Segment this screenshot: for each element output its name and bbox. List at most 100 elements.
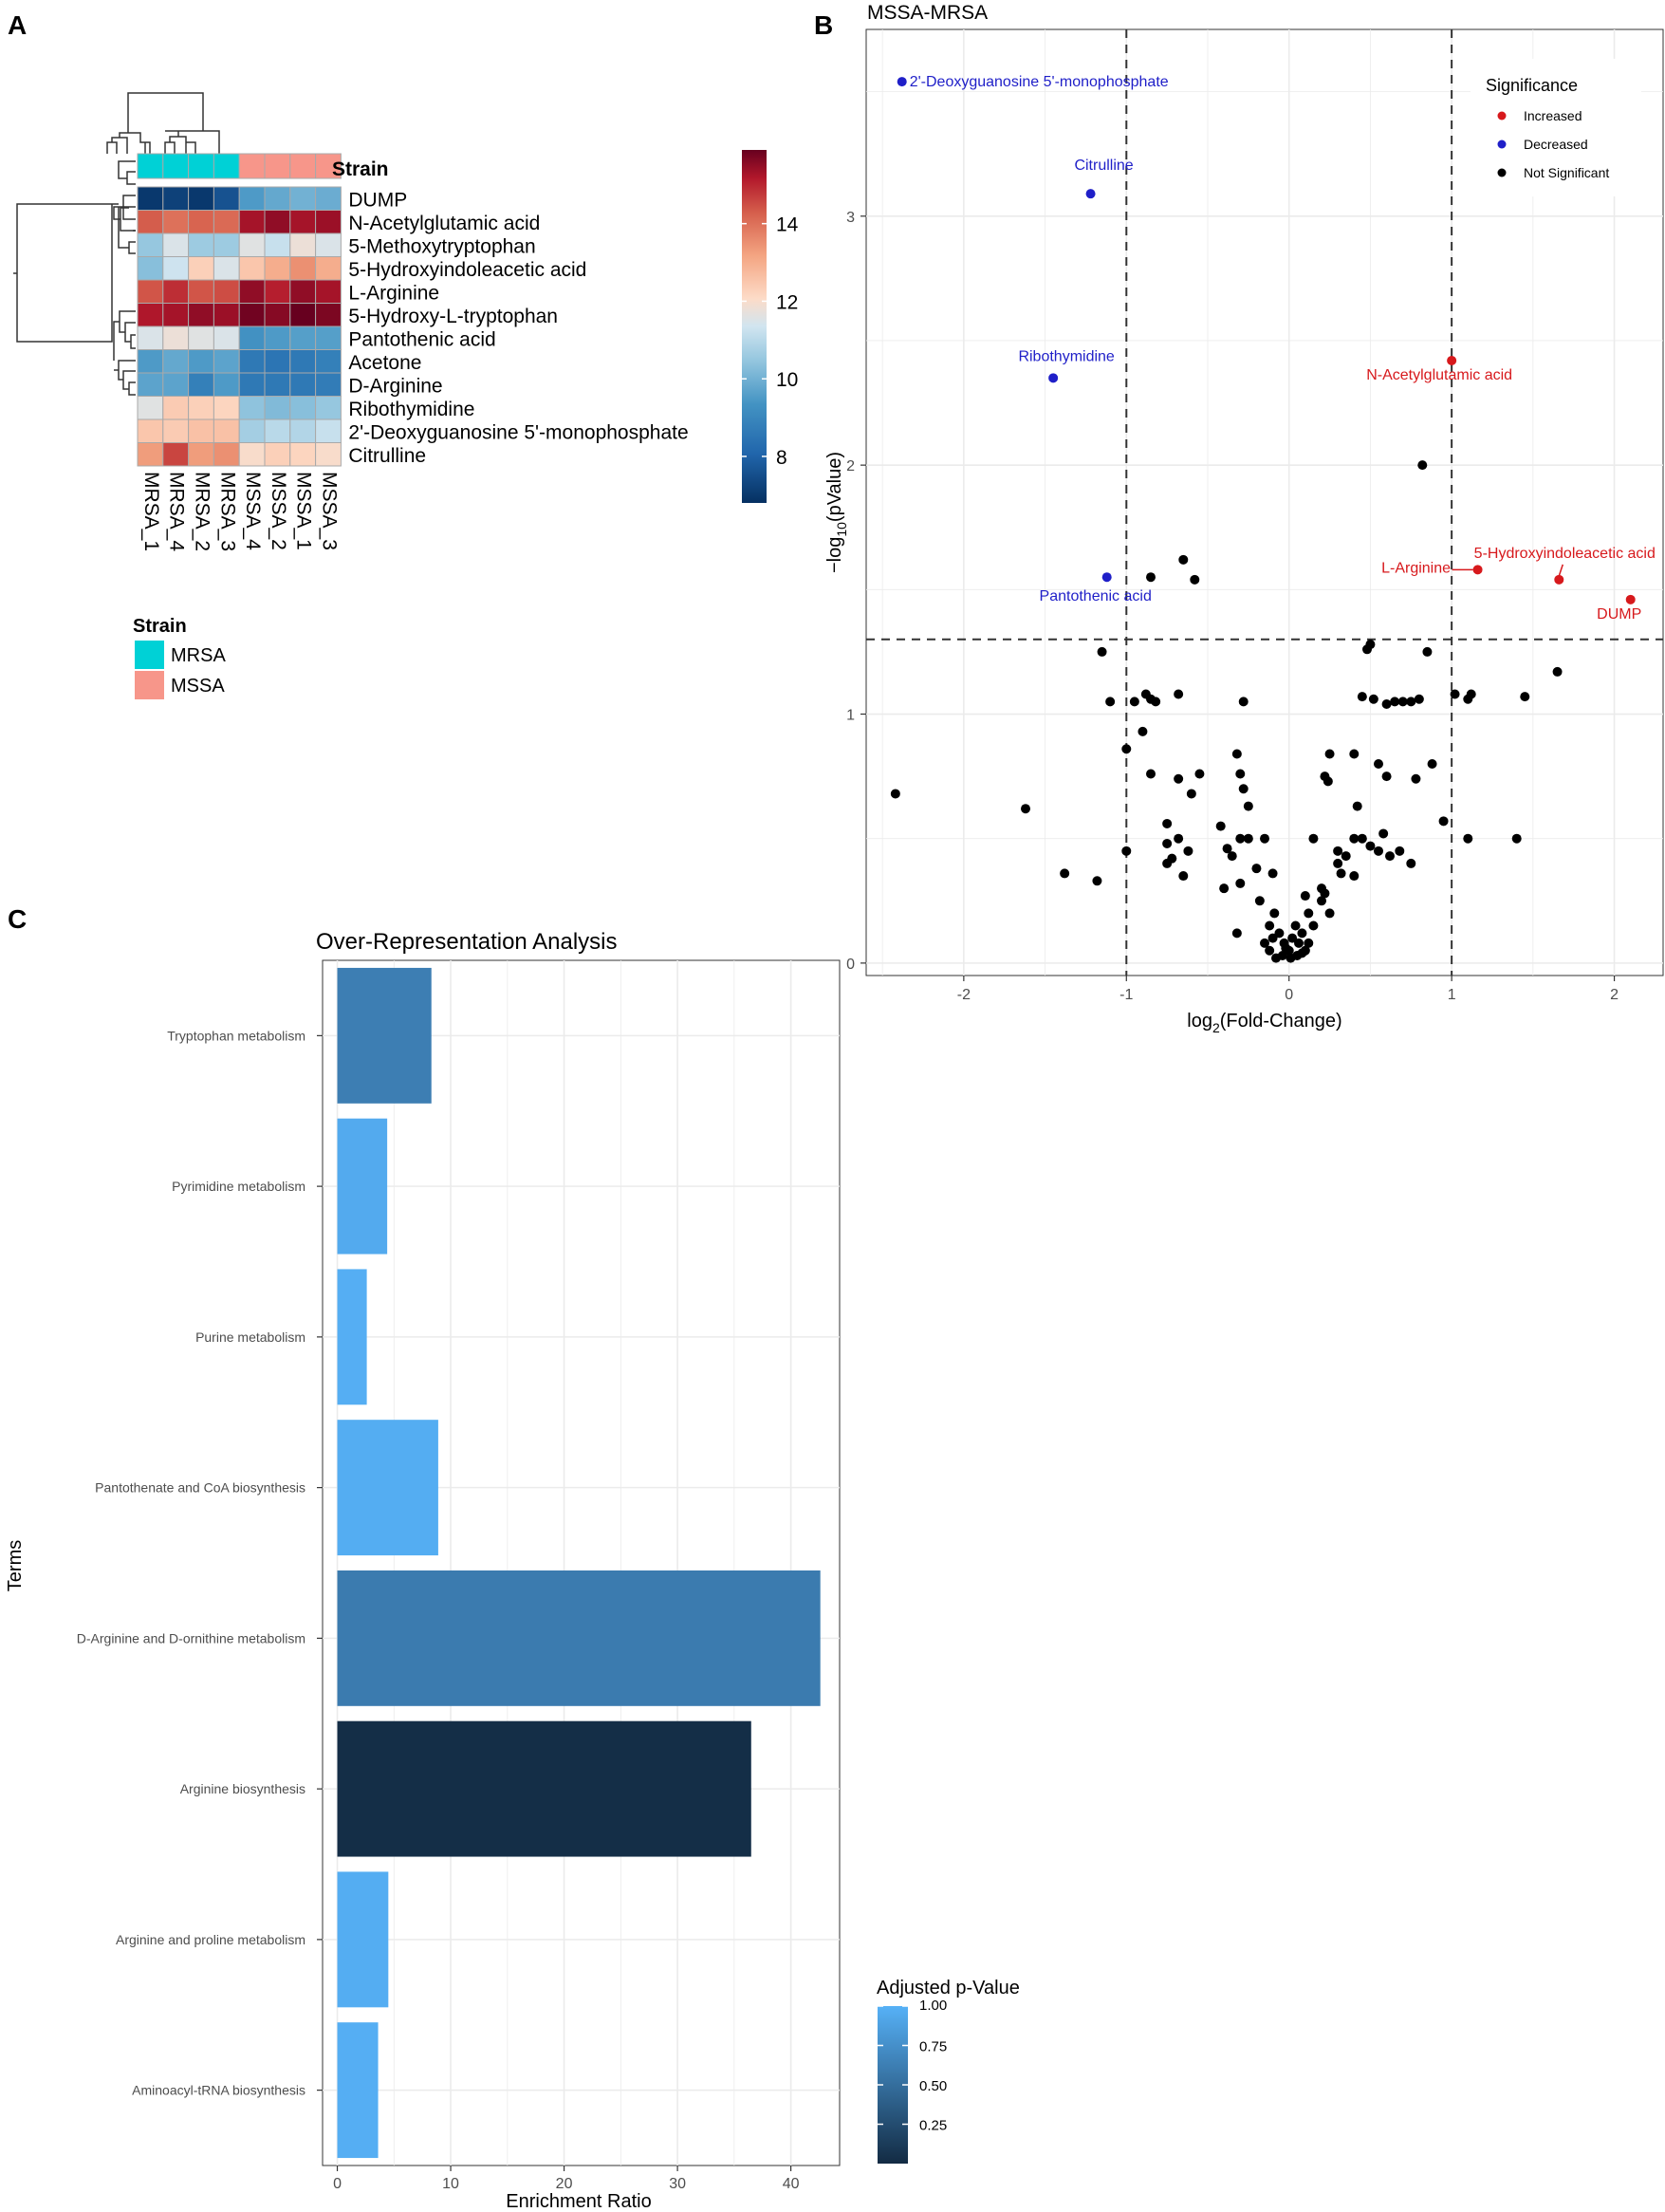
heatmap-cell [137,279,164,304]
volcano-point [1235,833,1246,844]
volcano-significant-point [1048,373,1059,383]
heatmap-cell [213,232,240,257]
heatmap-row-label: 2'-Deoxyguanosine 5'-monophosphate [348,421,688,443]
volcano-significant-point [1085,189,1096,199]
volcano-point [1466,689,1476,699]
volcano-point [1552,666,1563,677]
volcano-point [1287,933,1298,943]
heatmap-column-label: MRSA_1 [140,472,162,551]
volcano-point [1357,833,1367,844]
ora-bar [337,1269,367,1405]
heatmap-cell [315,442,342,467]
volcano-point [1129,697,1139,707]
volcano-x-tick-label: 2 [1610,987,1619,1003]
heatmap-cell [188,349,214,374]
heatmap-cell [315,396,342,420]
ora-title: Over-Representation Analysis [316,929,617,955]
heatmap-cell [264,396,291,420]
volcano-point [1427,758,1437,769]
heatmap-cell [162,232,190,257]
heatmap-cell [188,372,214,397]
volcano-title: MSSA-MRSA [867,2,988,24]
volcano-point [1417,460,1428,471]
heatmap-row-label: D-Arginine [348,375,442,397]
ora-category-label: Arginine and proline metabolism [116,1932,305,1947]
heatmap-cell [188,279,214,304]
ora-category-label: D-Arginine and D-ornithine metabolism [77,1630,305,1645]
volcano-point [1190,574,1200,585]
ora-colorbar-tick-label: 0.50 [919,2078,947,2094]
volcano-point [1243,801,1253,811]
ora-colorbar-title: Adjusted p-Value [877,1978,1020,1998]
heatmap-cell [188,210,214,234]
heatmap-row-label: N-Acetylglutamic acid [348,213,540,234]
volcano-point [1349,833,1360,844]
volcano-point [1265,945,1275,956]
heatmap-column-label: MRSA_3 [216,472,238,551]
ora-bar [337,1720,751,1857]
heatmap-cell [315,349,342,374]
heatmap-row-label: 5-Methoxytryptophan [348,235,535,257]
volcano-point [1324,908,1335,919]
volcano-point-label: Pantothenic acid [1040,588,1152,604]
row-dendrogram [13,160,136,396]
heatmap-cell [264,442,291,467]
volcano-point [1368,694,1378,704]
heatmap-cell [188,186,214,211]
heatmap-column-label: MSSA_1 [293,472,315,550]
heatmap-cell [264,256,291,281]
volcano-point [1341,851,1351,862]
volcano-point [1162,838,1173,848]
heatmap-cell [315,325,342,350]
volcano-point [1450,689,1460,699]
volcano-point [1238,697,1249,707]
volcano-point [1162,858,1173,868]
heatmap-cell [289,372,317,397]
volcano-point [1374,846,1383,856]
volcano-point [1349,871,1360,882]
heatmap-cell [264,303,291,327]
volcano-point [1378,828,1389,839]
volcano-point [1174,689,1184,699]
volcano-legend-key [1497,111,1507,121]
volcano-point [1349,749,1360,759]
volcano-label-leader [1558,564,1563,577]
volcano-point [1105,697,1116,707]
heatmap-cell [188,396,214,420]
volcano-point [1520,692,1530,702]
ora-bar [337,2022,379,2159]
heatmap-column-label: MSSA_2 [268,472,289,550]
heatmap-cell [162,256,190,281]
volcano-point [1183,846,1193,856]
volcano-point [1162,818,1173,828]
heatmap-cell [162,442,190,467]
volcano-point [1390,697,1400,707]
heatmap-column-label: MSSA_3 [318,472,340,550]
volcano-point [1406,858,1416,868]
volcano-legend-title: Significance [1486,76,1578,95]
heatmap-cell [315,303,342,327]
volcano-point [1320,888,1330,899]
volcano-y-tick-label: 1 [846,708,855,724]
strain-legend-title: Strain [133,616,187,637]
heatmap-cell [188,232,214,257]
ora-x-tick-label: 10 [442,2176,459,2192]
volcano-nonsignificant-points [890,460,1563,963]
volcano-point [1219,883,1230,894]
strain-legend-swatch [135,671,164,699]
heatmap-cell [289,325,317,350]
heatmap-cell [162,279,190,304]
heatmap-cell [289,442,317,467]
volcano-significant-point [1447,355,1457,365]
volcano-point [1178,871,1189,882]
ora-bars [337,967,821,2159]
ora-category-label: Pantothenate and CoA biosynthesis [95,1480,305,1496]
colorbar-tick-label: 14 [776,214,799,236]
volcano-point [1260,938,1269,948]
heatmap-cell [213,210,240,234]
volcano-point [1227,851,1237,862]
ora-bar [337,1420,438,1556]
heatmap-cell [238,325,266,350]
heatmap-cell [264,349,291,374]
